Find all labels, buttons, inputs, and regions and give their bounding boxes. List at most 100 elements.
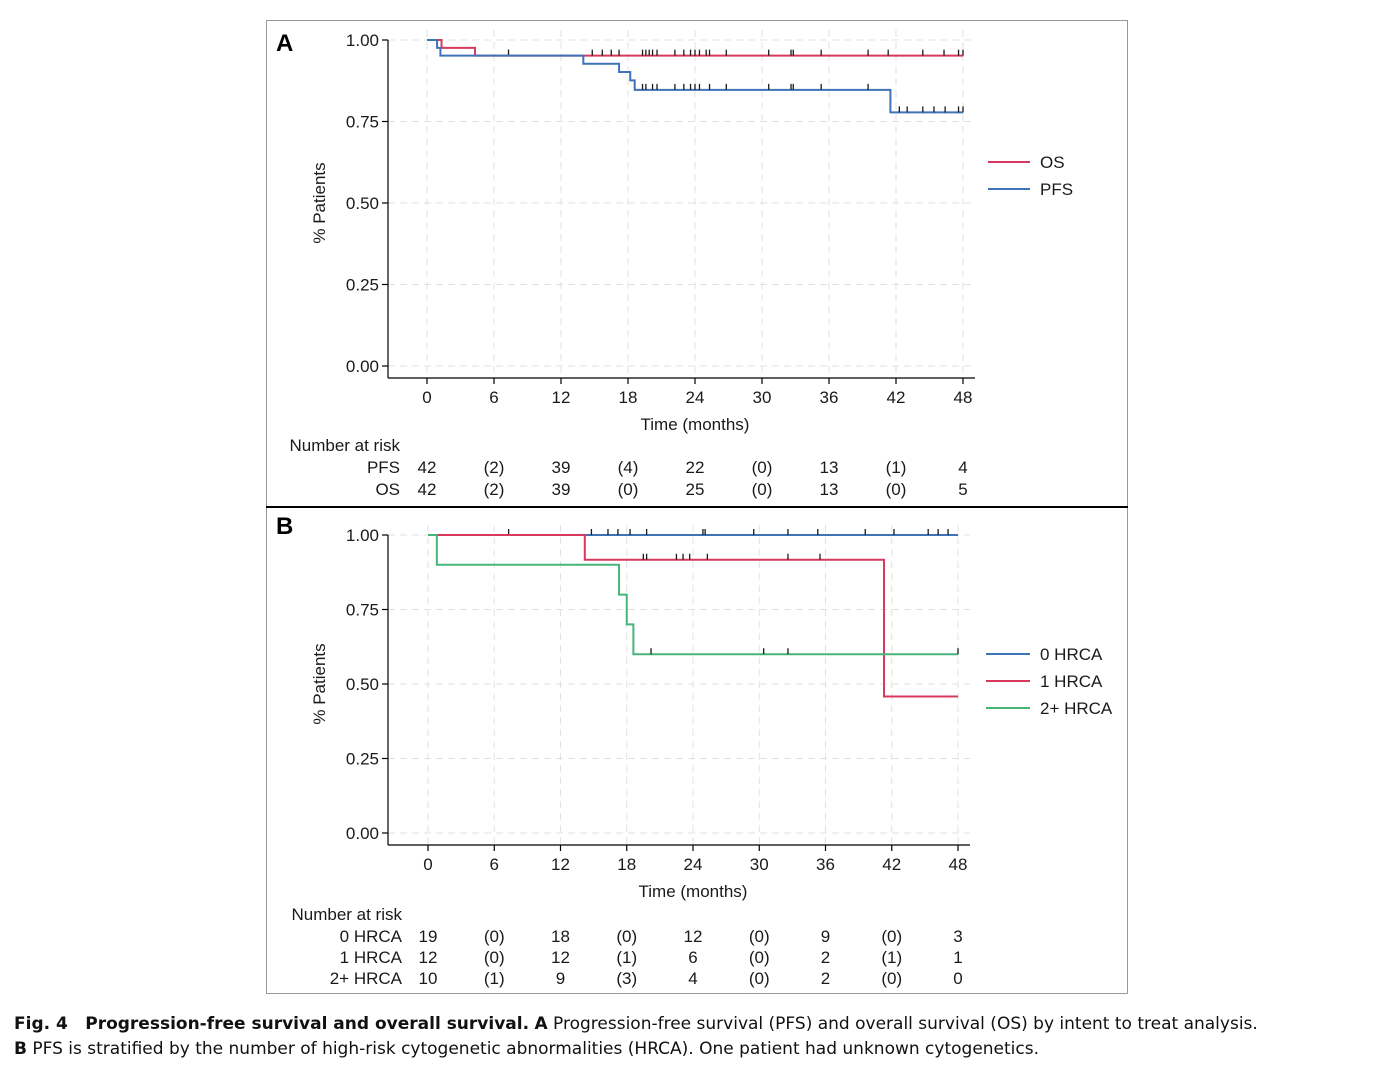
risk-value: (0) [881, 969, 902, 988]
panel-b: B0.000.250.500.751.000 6 12 18 24 30 36 42 48Tim… [276, 513, 1113, 988]
risk-value: (0) [618, 480, 639, 499]
risk-value: 9 [821, 927, 830, 946]
x-tick-label: 18 [617, 855, 636, 874]
risk-value: 2 [821, 969, 830, 988]
risk-value: (3) [616, 969, 637, 988]
risk-value: 5 [958, 480, 967, 499]
y-tick-label: 1.00 [346, 31, 379, 50]
risk-value: 4 [958, 458, 967, 477]
risk-value: (0) [484, 927, 505, 946]
risk-value: 4 [688, 969, 697, 988]
risk-value: 39 [552, 480, 571, 499]
x-tick-label: 6 [490, 855, 499, 874]
risk-row-label: 0 HRCA [340, 927, 403, 946]
caption-b-text: PFS is stratified by the number of high-… [32, 1039, 1040, 1059]
x-tick-label: 12 [552, 388, 571, 407]
y-tick-label: 0.25 [346, 276, 379, 295]
x-tick-label: 12 [551, 855, 570, 874]
x-tick-label: 24 [686, 388, 705, 407]
x-tick-label: 0 [422, 388, 431, 407]
y-axis-title: % Patients [310, 162, 329, 243]
caption-a-text: Progression-free survival (PFS) and over… [553, 1014, 1258, 1034]
risk-value: 42 [418, 480, 437, 499]
risk-value: 10 [419, 969, 438, 988]
x-tick-label: 48 [949, 855, 968, 874]
x-tick-label: 36 [820, 388, 839, 407]
legend-label: OS [1040, 153, 1065, 172]
y-axis-title: % Patients [310, 643, 329, 724]
risk-value: 1 [953, 948, 962, 967]
y-tick-label: 0.75 [346, 113, 379, 132]
risk-value: 22 [686, 458, 705, 477]
x-tick-label: 36 [816, 855, 835, 874]
figure-svg: A0.000.250.500.751.000 6 12 18 24 30 36 42 48Tim… [266, 30, 1128, 988]
risk-value: (0) [886, 480, 907, 499]
y-tick-label: 0.50 [346, 675, 379, 694]
x-tick-label: 42 [882, 855, 901, 874]
x-tick-label: 0 [423, 855, 432, 874]
x-axis-title: Time (months) [641, 415, 750, 434]
x-axis-title: Time (months) [639, 882, 748, 901]
risk-value: (0) [484, 948, 505, 967]
x-tick-label: 48 [954, 388, 973, 407]
y-tick-label: 0.50 [346, 194, 379, 213]
risk-value: 12 [551, 948, 570, 967]
risk-table-title: Number at risk [289, 436, 400, 455]
risk-row-label: 1 HRCA [340, 948, 403, 967]
km-step-line [428, 534, 958, 698]
x-tick-label: 30 [750, 855, 769, 874]
y-tick-label: 0.00 [346, 824, 379, 843]
series-pfs [427, 39, 964, 114]
km-step-line [428, 534, 958, 656]
figure-caption: Fig. 4 Progression-free survival and ove… [14, 1012, 1388, 1062]
risk-value: (0) [749, 969, 770, 988]
risk-value: 9 [556, 969, 565, 988]
risk-value: (0) [749, 927, 770, 946]
risk-value: (0) [752, 480, 773, 499]
x-tick-label: 18 [619, 388, 638, 407]
risk-value: (1) [616, 948, 637, 967]
caption-b-letter: B [14, 1039, 27, 1059]
x-tick-label: 42 [887, 388, 906, 407]
risk-row-label: OS [375, 480, 400, 499]
x-tick-label: 24 [684, 855, 703, 874]
risk-value: (0) [749, 948, 770, 967]
risk-value: (2) [484, 480, 505, 499]
risk-value: 3 [953, 927, 962, 946]
legend-label: PFS [1040, 180, 1073, 199]
risk-value: 25 [686, 480, 705, 499]
caption-figure-label: Fig. 4 [14, 1014, 68, 1034]
legend-label: 1 HRCA [1040, 672, 1103, 691]
risk-value: (1) [881, 948, 902, 967]
series-1-hrca [428, 534, 958, 698]
risk-value: 13 [820, 458, 839, 477]
risk-value: (4) [618, 458, 639, 477]
x-tick-label: 30 [753, 388, 772, 407]
risk-value: (1) [484, 969, 505, 988]
km-step-line [427, 39, 963, 114]
risk-value: 19 [419, 927, 438, 946]
risk-row-label: PFS [367, 458, 400, 477]
legend-label: 2+ HRCA [1040, 699, 1113, 718]
caption-title: Progression-free survival and overall su… [85, 1014, 530, 1034]
y-tick-label: 0.25 [346, 750, 379, 769]
risk-value: (0) [752, 458, 773, 477]
risk-value: (0) [881, 927, 902, 946]
risk-value: 39 [552, 458, 571, 477]
x-tick-label: 6 [489, 388, 498, 407]
y-tick-label: 0.00 [346, 357, 379, 376]
risk-value: 42 [418, 458, 437, 477]
risk-value: 12 [684, 927, 703, 946]
panel-a: A 0.00 0.25 0.50 0.75 1.00 0 6 12 18 24 30 36 42 48 Tim… [276, 30, 1073, 499]
y-tick-label: 0.75 [346, 601, 379, 620]
risk-value: 18 [551, 927, 570, 946]
panel-label: A [276, 30, 293, 57]
risk-value: 6 [688, 948, 697, 967]
risk-value: 12 [419, 948, 438, 967]
risk-value: (2) [484, 458, 505, 477]
risk-value: 2 [821, 948, 830, 967]
risk-value: (0) [616, 927, 637, 946]
risk-value: (1) [886, 458, 907, 477]
series-2-hrca [428, 534, 959, 656]
caption-a-letter: A [534, 1014, 548, 1034]
